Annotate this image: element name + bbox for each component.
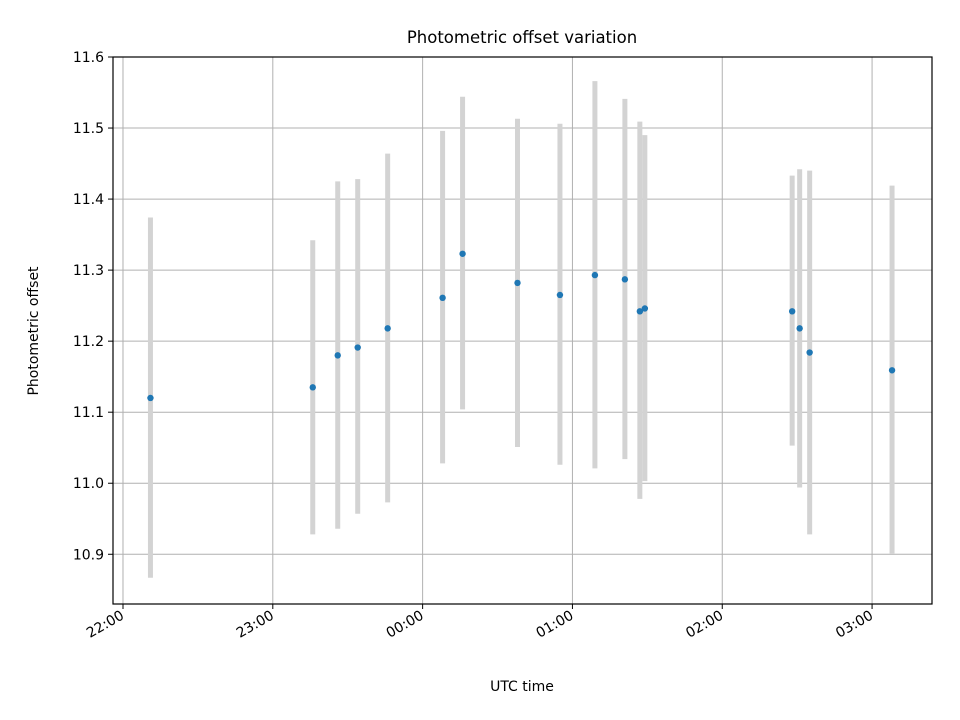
y-tick-label: 10.9 (73, 547, 104, 563)
data-point (384, 325, 391, 332)
x-axis-label: UTC time (490, 679, 554, 695)
data-point (888, 367, 896, 374)
data-point (514, 279, 521, 287)
x-axis-ticks: 22:00 23:00 00:00 01:00 02:00 03:00 (84, 604, 876, 642)
y-tick-label: 11.2 (73, 334, 104, 350)
x-tick-label: 03:00 (833, 608, 876, 642)
y-tick-label: 11.5 (73, 121, 104, 137)
y-tick-label: 11.1 (73, 405, 104, 421)
y-axis-ticks: 10.9 11.0 11.1 11.2 11.3 11.4 11.5 11.6 (73, 50, 113, 563)
x-tick-label: 02:00 (683, 608, 726, 642)
data-point (796, 325, 803, 332)
data-point (459, 250, 466, 257)
x-tick-label: 00:00 (384, 608, 427, 642)
data-point (641, 305, 649, 312)
x-tick-label: 22:00 (84, 608, 127, 642)
data-point (621, 276, 629, 283)
error-bars (147, 81, 895, 578)
data-point (806, 349, 813, 356)
data-point (556, 291, 564, 299)
y-tick-label: 11.4 (73, 192, 104, 208)
data-point (147, 394, 154, 402)
plot-frame (112, 56, 933, 605)
data-point (591, 271, 599, 279)
y-axis-label: Photometric offset (26, 266, 42, 396)
data-point (788, 308, 796, 315)
y-tick-label: 11.0 (73, 476, 104, 492)
data-point (354, 344, 361, 351)
chart-title: Photometric offset variation (407, 28, 637, 47)
data-point (309, 384, 316, 391)
data-point (334, 352, 341, 359)
x-tick-label: 23:00 (234, 608, 277, 642)
data-point (439, 294, 446, 302)
data-points (147, 250, 896, 402)
y-tick-label: 11.3 (73, 263, 104, 279)
data-point (636, 308, 644, 315)
x-tick-label: 01:00 (533, 608, 576, 642)
y-tick-label: 11.6 (73, 50, 104, 66)
